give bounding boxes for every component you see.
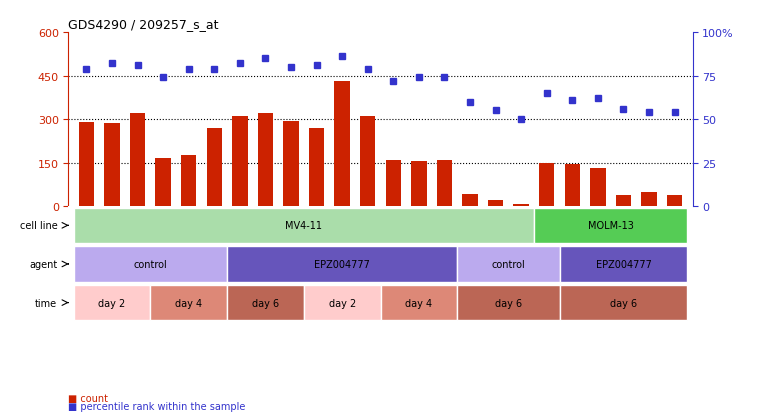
Bar <box>463 195 478 206</box>
Bar <box>227 247 457 282</box>
Bar <box>104 124 119 206</box>
Bar <box>130 114 145 206</box>
Bar <box>386 160 401 206</box>
Bar <box>335 82 350 206</box>
Text: day 4: day 4 <box>406 298 432 308</box>
Text: control: control <box>492 259 525 269</box>
Text: GDS4290 / 209257_s_at: GDS4290 / 209257_s_at <box>68 17 219 31</box>
Text: control: control <box>133 259 167 269</box>
Bar <box>457 247 559 282</box>
Bar <box>411 162 426 206</box>
Text: MOLM-13: MOLM-13 <box>587 221 634 231</box>
Bar <box>437 160 452 206</box>
Text: EPZ004777: EPZ004777 <box>314 259 370 269</box>
Text: ■ percentile rank within the sample: ■ percentile rank within the sample <box>68 401 246 411</box>
Bar <box>74 285 151 320</box>
Bar <box>457 285 559 320</box>
Bar <box>227 285 304 320</box>
Bar <box>304 285 380 320</box>
Text: MV4-11: MV4-11 <box>285 221 322 231</box>
Bar <box>309 128 324 206</box>
Bar <box>206 128 222 206</box>
Bar <box>181 156 196 206</box>
Bar <box>539 163 555 206</box>
Text: EPZ004777: EPZ004777 <box>596 259 651 269</box>
Bar <box>155 159 170 206</box>
Text: day 2: day 2 <box>329 298 355 308</box>
Bar <box>667 195 683 206</box>
Text: ■ count: ■ count <box>68 393 109 403</box>
Bar <box>283 121 298 206</box>
Bar <box>74 247 227 282</box>
Bar <box>534 208 687 244</box>
Text: day 4: day 4 <box>175 298 202 308</box>
Bar <box>151 285 227 320</box>
Text: day 2: day 2 <box>98 298 126 308</box>
Bar <box>232 117 247 206</box>
Text: time: time <box>35 298 57 308</box>
Text: day 6: day 6 <box>495 298 522 308</box>
Bar <box>642 192 657 206</box>
Text: day 6: day 6 <box>610 298 637 308</box>
Text: agent: agent <box>29 259 57 269</box>
Bar <box>74 208 534 244</box>
Bar <box>514 204 529 206</box>
Bar <box>488 200 503 206</box>
Bar <box>559 247 687 282</box>
Bar <box>360 117 375 206</box>
Bar <box>78 123 94 206</box>
Text: day 6: day 6 <box>252 298 279 308</box>
Bar <box>380 285 457 320</box>
Bar <box>591 169 606 206</box>
Bar <box>559 285 687 320</box>
Bar <box>616 195 631 206</box>
Bar <box>565 165 580 206</box>
Text: cell line: cell line <box>20 221 57 231</box>
Bar <box>258 114 273 206</box>
